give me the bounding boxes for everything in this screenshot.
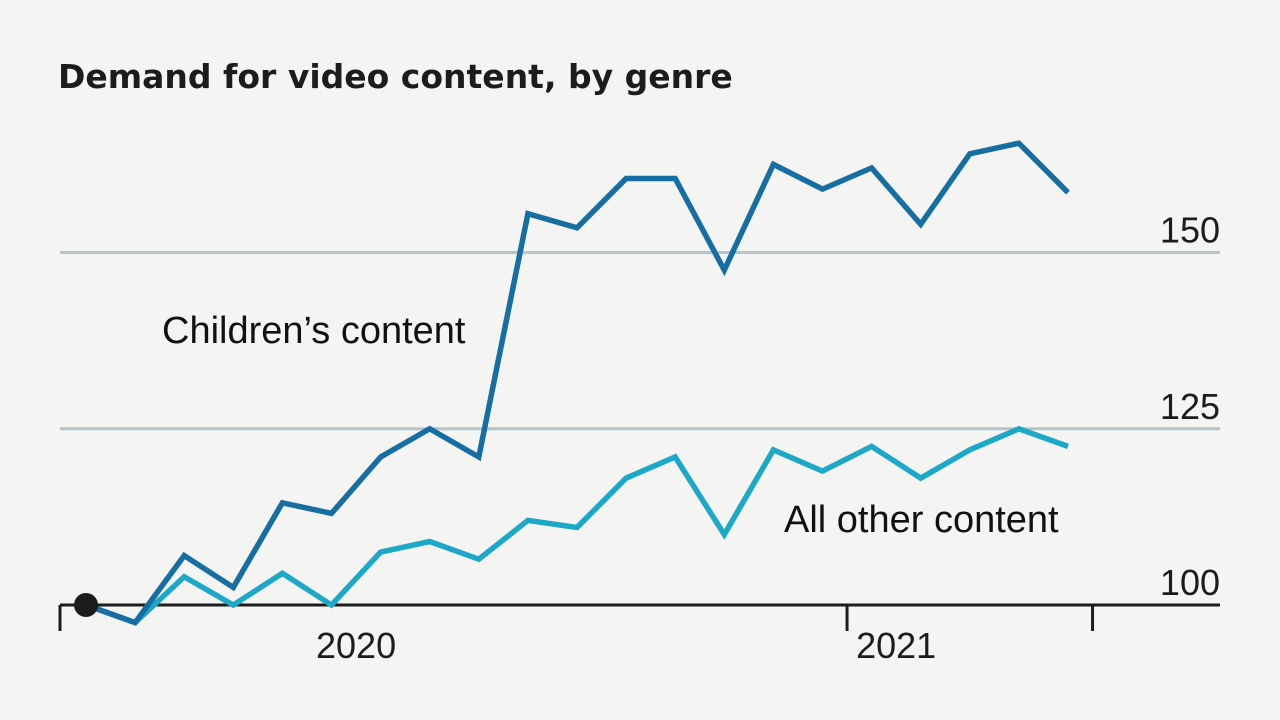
y-tick-label-125: 125 (1160, 386, 1220, 427)
series-line-1 (85, 425, 1069, 626)
x-tick-label-2021: 2021 (856, 625, 936, 666)
y-tick-label-150: 150 (1160, 210, 1220, 251)
chart-title: Demand for video content, by genre (58, 57, 733, 96)
series-label-childrens-content: Children’s content (162, 310, 466, 352)
gridlines: 100 125 150 (60, 210, 1220, 603)
series-lines (85, 140, 1070, 626)
x-tick-label-2020: 2020 (316, 625, 396, 666)
series-label-all-other-content: All other content (784, 499, 1059, 541)
series-line-0 (85, 140, 1070, 626)
index-base-marker (74, 593, 98, 617)
x-axis: 2020 2021 (58, 603, 1220, 666)
y-tick-label-100: 100 (1160, 562, 1220, 603)
